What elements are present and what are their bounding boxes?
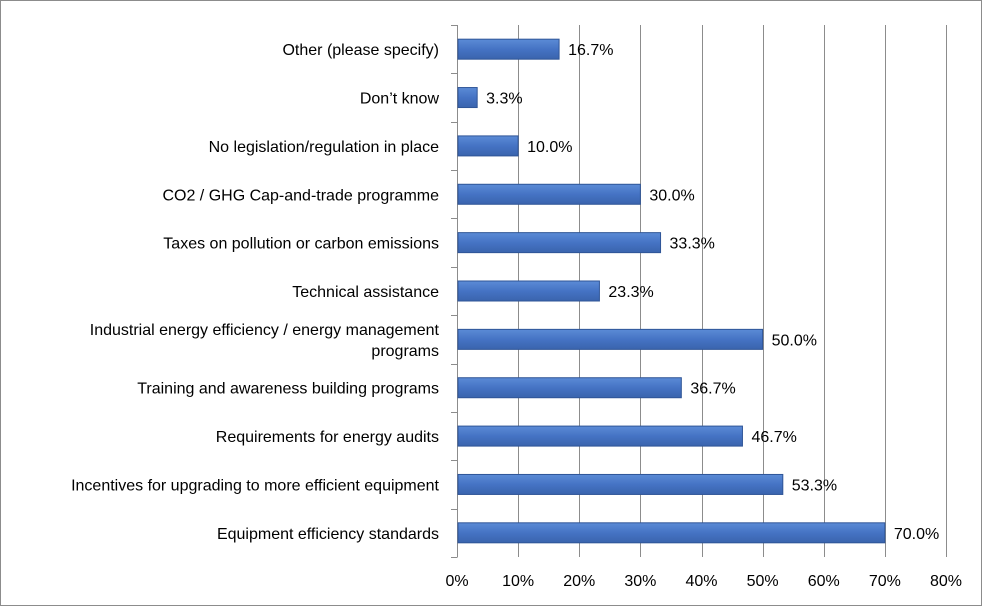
data-label: 70.0% — [894, 526, 939, 543]
category-label-line: CO2 / GHG Cap-and-trade programme — [162, 187, 439, 204]
category-label: Taxes on pollution or carbon emissions — [163, 236, 439, 253]
gridlines — [518, 25, 947, 557]
x-tick-label: 20% — [563, 573, 595, 590]
data-label: 33.3% — [670, 236, 715, 253]
data-label: 16.7% — [568, 42, 613, 59]
bar — [457, 38, 560, 60]
bar — [457, 280, 600, 302]
data-label: 3.3% — [486, 91, 522, 108]
data-label: 53.3% — [792, 477, 837, 494]
data-label: 10.0% — [527, 139, 572, 156]
x-tick-label: 70% — [869, 573, 901, 590]
category-label-line: Technical assistance — [292, 284, 439, 301]
category-label: Technical assistance — [292, 284, 439, 301]
category-label: Training and awareness building programs — [137, 381, 439, 398]
x-tick-label: 40% — [685, 573, 717, 590]
bar — [457, 135, 519, 157]
category-label-line: No legislation/regulation in place — [209, 139, 439, 156]
labels: 0% 10% 20% 30% 40% 50% 60% 70% 80% 16.7% Other (pl… — [71, 42, 962, 590]
bar — [457, 87, 478, 109]
category-label: Incentives for upgrading to more efficie… — [71, 477, 439, 494]
x-tick-label: 60% — [808, 573, 840, 590]
category-label: No legislation/regulation in place — [209, 139, 439, 156]
category-label: Don’t know — [360, 91, 440, 108]
x-tick-label: 10% — [502, 573, 534, 590]
data-label: 50.0% — [772, 332, 817, 349]
bar — [457, 183, 641, 205]
bar — [457, 328, 764, 350]
bars — [457, 38, 886, 544]
bar — [457, 377, 682, 399]
x-tick-label: 30% — [624, 573, 656, 590]
bar — [457, 425, 743, 447]
bar — [457, 473, 784, 495]
category-label: CO2 / GHG Cap-and-trade programme — [162, 187, 439, 204]
bar — [457, 232, 662, 254]
category-label-line: Taxes on pollution or carbon emissions — [163, 236, 439, 253]
category-label-line: Requirements for energy audits — [216, 429, 439, 446]
x-tick-label: 0% — [445, 573, 468, 590]
data-label: 36.7% — [690, 381, 735, 398]
category-label: Industrial energy efficiency / energy ma… — [90, 322, 440, 360]
category-label-line: Training and awareness building programs — [137, 381, 439, 398]
data-label: 23.3% — [608, 284, 653, 301]
category-label-line: Incentives for upgrading to more efficie… — [71, 477, 439, 494]
x-tick-label: 50% — [747, 573, 779, 590]
axes — [451, 25, 458, 558]
data-label: 46.7% — [751, 429, 796, 446]
category-label: Equipment efficiency standards — [217, 526, 439, 543]
category-label-line: Other (please specify) — [282, 42, 439, 59]
data-label: 30.0% — [649, 187, 694, 204]
category-label: Requirements for energy audits — [216, 429, 439, 446]
category-label-line: Don’t know — [360, 91, 440, 108]
category-label: Other (please specify) — [282, 42, 439, 59]
bar — [457, 522, 886, 544]
category-label-line: Industrial energy efficiency / energy ma… — [90, 322, 440, 339]
x-tick-label: 80% — [930, 573, 962, 590]
category-label-line: programs — [371, 343, 439, 360]
category-label-line: Equipment efficiency standards — [217, 526, 439, 543]
